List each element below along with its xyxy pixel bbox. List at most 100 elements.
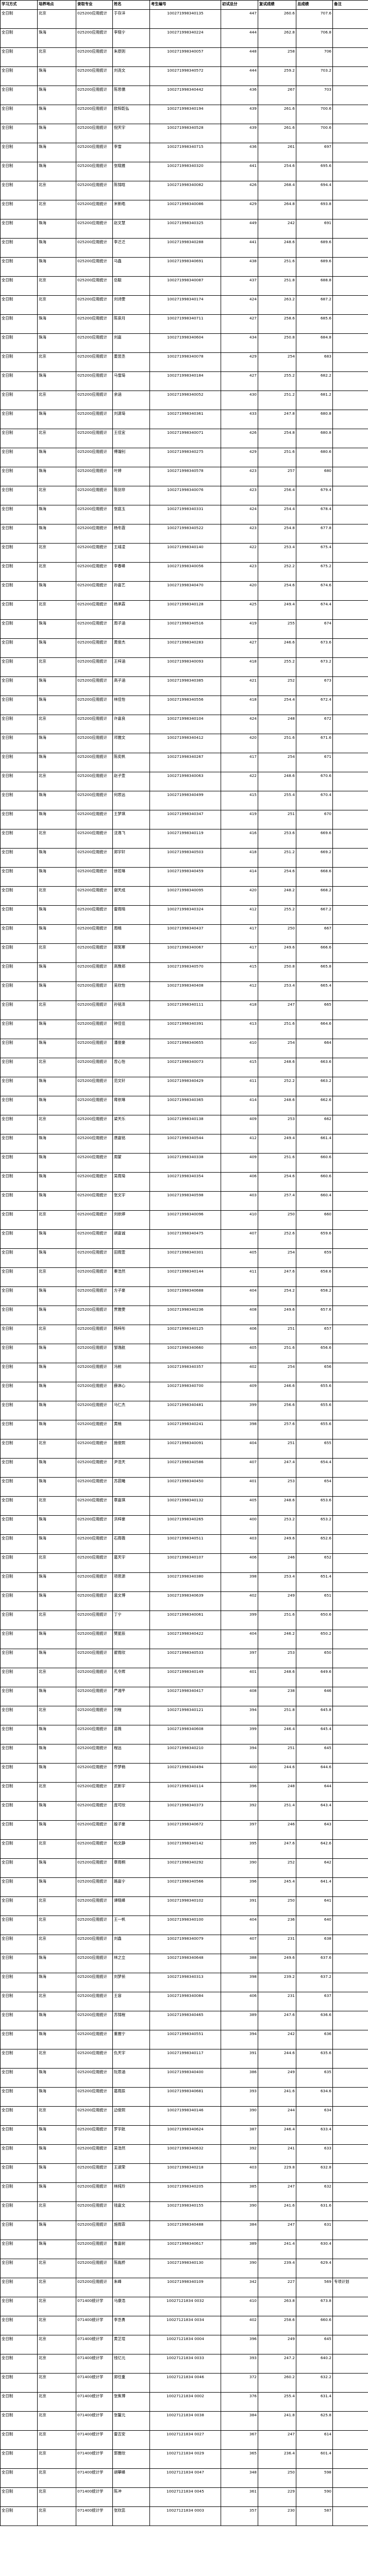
cell-candidate_id: 100271998340408 bbox=[149, 981, 221, 1001]
table-row: 全日制 珠海 025200应用统计 陈奕帆 100271998340267 417 254 6… bbox=[0, 753, 368, 772]
table-row: 全日制 北京 025200应用统计 王容 100271998340084 406 231 63… bbox=[0, 1992, 368, 2011]
cell-initial_total: 425 bbox=[221, 600, 258, 620]
table-row: 全日制 珠海 025200应用统计 洪梓豪 100271998340265 400 253.… bbox=[0, 1515, 368, 1535]
table-header: 学习方式 培养地点 录取专业 姓名 考生编号 初试总分 复试成绩 总成绩 备注 bbox=[0, 0, 368, 10]
cell-candidate_id: 100271998340598 bbox=[149, 1191, 221, 1211]
cell-initial_total: 391 bbox=[221, 2049, 258, 2069]
cell-major: 025200应用统计 bbox=[76, 295, 113, 315]
cell-campus: 珠海 bbox=[37, 638, 76, 658]
cell-initial_total: 402 bbox=[221, 1363, 258, 1382]
cell-total_score: 649.6 bbox=[296, 1668, 333, 1687]
cell-total_score: 672.4 bbox=[296, 696, 333, 715]
cell-campus: 北京 bbox=[37, 391, 76, 410]
cell-initial_total: 390 bbox=[221, 2106, 258, 2126]
table-row: 全日制 珠海 025200应用统计 董雅宁 100271998340551 394 242 6… bbox=[0, 2030, 368, 2049]
cell-campus: 珠海 bbox=[37, 2221, 76, 2240]
cell-initial_total: 399 bbox=[221, 1611, 258, 1630]
cell-initial_total: 408 bbox=[221, 1687, 258, 1706]
cell-retest_score: 254 bbox=[258, 1363, 296, 1382]
cell-major: 025200应用统计 bbox=[76, 238, 113, 258]
cell-remark bbox=[332, 524, 368, 544]
cell-candidate_id: 100271998340056 bbox=[149, 562, 221, 582]
cell-study_mode: 全日制 bbox=[0, 1401, 38, 1420]
cell-candidate_id: 100271998340578 bbox=[149, 467, 221, 486]
cell-remark bbox=[332, 810, 368, 829]
cell-initial_total: 433 bbox=[221, 410, 258, 429]
cell-remark bbox=[332, 772, 368, 791]
cell-total_score: 642 bbox=[296, 1858, 333, 1878]
cell-campus: 珠海 bbox=[37, 1515, 76, 1535]
cell-campus: 北京 bbox=[37, 200, 76, 219]
cell-total_score: 658.6 bbox=[296, 1267, 333, 1287]
cell-study_mode: 全日制 bbox=[0, 1782, 38, 1802]
cell-major: 025200应用统计 bbox=[76, 105, 113, 124]
cell-campus: 北京 bbox=[37, 543, 76, 563]
cell-retest_score: 246 bbox=[258, 1553, 296, 1573]
cell-remark bbox=[332, 2182, 368, 2202]
cell-candidate_id: 100271998340475 bbox=[149, 1229, 221, 1249]
cell-name: 刘梦祯 bbox=[112, 1973, 150, 1992]
cell-candidate_id: 100271998340218 bbox=[149, 2163, 221, 2183]
table-row: 全日制 北京 025200应用统计 刘诗雯 100271998340174 424 263.… bbox=[0, 295, 368, 315]
table-row: 全日制 珠海 025200应用统计 郑宇轩 100271998340503 418 251.… bbox=[0, 848, 368, 868]
cell-campus: 珠海 bbox=[37, 314, 76, 334]
cell-total_score: 669.6 bbox=[296, 829, 333, 849]
cell-initial_total: 402 bbox=[221, 1591, 258, 1611]
cell-candidate_id: 100271998340338 bbox=[149, 1153, 221, 1173]
cell-major: 025200应用统计 bbox=[76, 1096, 113, 1115]
cell-retest_score: 230 bbox=[258, 2506, 296, 2526]
cell-retest_score: 246.4 bbox=[258, 2125, 296, 2145]
cell-candidate_id: 100271998340325 bbox=[149, 219, 221, 239]
cell-total_score: 670.4 bbox=[296, 791, 333, 810]
cell-initial_total: 394 bbox=[221, 2030, 258, 2049]
table-row: 全日制 珠海 025200应用统计 周楠 100271998340437 417 250 66… bbox=[0, 924, 368, 944]
cell-candidate_id: 10027121834 0038 bbox=[149, 2411, 221, 2431]
cell-campus: 珠海 bbox=[37, 2163, 76, 2183]
cell-study_mode: 全日制 bbox=[0, 1115, 38, 1134]
cell-candidate_id: 100271998340210 bbox=[149, 1744, 221, 1764]
cell-major: 025200应用统计 bbox=[76, 638, 113, 658]
table-row: 全日制 北京 025200应用统计 仇天宇 100271998340117 391 244.… bbox=[0, 2049, 368, 2069]
cell-total_score: 636 bbox=[296, 2030, 333, 2049]
table-row: 全日制 北京 025200应用统计 邢笑寒 100271998340067 417 249.… bbox=[0, 943, 368, 963]
cell-candidate_id: 100271998340155 bbox=[149, 2201, 221, 2221]
cell-campus: 北京 bbox=[37, 829, 76, 849]
cell-major: 025200应用统计 bbox=[76, 2221, 113, 2240]
cell-retest_score: 241.6 bbox=[258, 2201, 296, 2221]
cell-remark bbox=[332, 2297, 368, 2316]
cell-campus: 珠海 bbox=[37, 619, 76, 639]
cell-total_score: 670 bbox=[296, 810, 333, 829]
cell-candidate_id: 10027121834 0034 bbox=[149, 2316, 221, 2335]
cell-candidate_id: 100271998340149 bbox=[149, 1668, 221, 1687]
cell-campus: 珠海 bbox=[37, 1725, 76, 1744]
cell-remark bbox=[332, 619, 368, 639]
cell-campus: 珠海 bbox=[37, 1458, 76, 1478]
cell-major: 025200应用统计 bbox=[76, 810, 113, 829]
cell-retest_score: 249 bbox=[258, 2068, 296, 2088]
cell-initial_total: 427 bbox=[221, 638, 258, 658]
cell-name: 张文宇 bbox=[112, 1191, 150, 1211]
cell-retest_score: 255 bbox=[258, 619, 296, 639]
cell-total_score: 666.6 bbox=[296, 943, 333, 963]
cell-campus: 珠海 bbox=[37, 753, 76, 772]
cell-candidate_id: 10027121834 0033 bbox=[149, 2354, 221, 2374]
cell-major: 025200应用统计 bbox=[76, 734, 113, 753]
cell-total_score: 685.6 bbox=[296, 314, 333, 334]
cell-total_score: 631.6 bbox=[296, 2201, 333, 2221]
cell-study_mode: 全日制 bbox=[0, 2468, 38, 2488]
cell-retest_score: 257.4 bbox=[258, 1191, 296, 1211]
cell-major: 025200应用统计 bbox=[76, 943, 113, 963]
table-row: 全日制 北京 025200应用统计 孔令辉 100271998340149 401 248.… bbox=[0, 1668, 368, 1687]
cell-candidate_id: 100271998340331 bbox=[149, 505, 221, 524]
cell-total_score: 663.2 bbox=[296, 1077, 333, 1096]
cell-study_mode: 全日制 bbox=[0, 1020, 38, 1039]
cell-candidate_id: 100271998340688 bbox=[149, 1286, 221, 1306]
cell-campus: 北京 bbox=[37, 772, 76, 791]
cell-name: 徐若琳 bbox=[112, 867, 150, 887]
cell-candidate_id: 100271998340091 bbox=[149, 1439, 221, 1459]
table-row: 全日制 北京 025200应用统计 柏文静 100271998340142 395 247.… bbox=[0, 1839, 368, 1859]
table-row: 全日制 珠海 025200应用统计 张庭玉 100271998340331 424 254.… bbox=[0, 505, 368, 524]
cell-remark bbox=[332, 181, 368, 200]
cell-campus: 北京 bbox=[37, 2449, 76, 2469]
cell-candidate_id: 100271998340140 bbox=[149, 543, 221, 563]
